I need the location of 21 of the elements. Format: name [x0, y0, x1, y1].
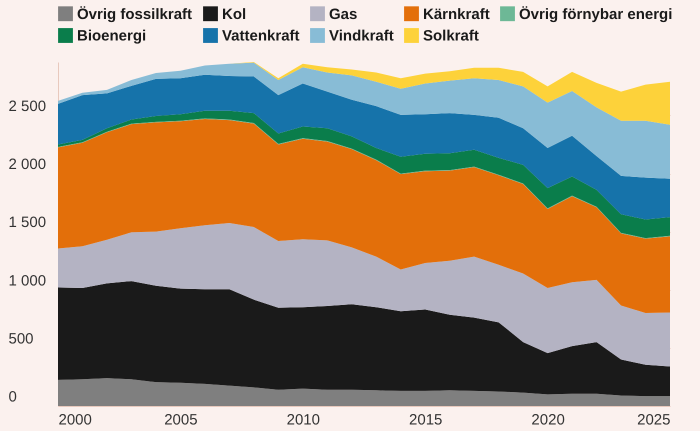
x-tick-label: 2010 [286, 412, 320, 428]
legend-label: Kärnkraft [423, 6, 490, 23]
legend-label: Bioenergi [77, 28, 146, 44]
legend-label: Gas [329, 6, 358, 23]
legend-label: Övrig fossilkraft [77, 6, 192, 23]
y-tick-label: 500 [8, 330, 34, 348]
legend-label: Kol [222, 6, 246, 23]
x-tick-label: 2025 [637, 412, 670, 428]
legend-label: Solkraft [423, 28, 479, 44]
y-tick-label: 1 000 [8, 272, 46, 290]
legend-label: Vattenkraft [222, 28, 300, 44]
x-tick-label: 2000 [58, 412, 92, 428]
legend-label: Vindkraft [329, 28, 394, 44]
x-tick-label: 2020 [531, 412, 565, 428]
y-tick-label: 2 000 [8, 156, 46, 174]
y-tick-label: 2 500 [8, 98, 46, 115]
x-tick-label: 2015 [409, 412, 442, 428]
y-tick-label: 0 [8, 388, 17, 406]
legend-label: Övrig förnybar energi [519, 6, 672, 23]
x-tick-label: 2005 [164, 412, 198, 428]
y-tick-label: 1 500 [8, 214, 46, 232]
